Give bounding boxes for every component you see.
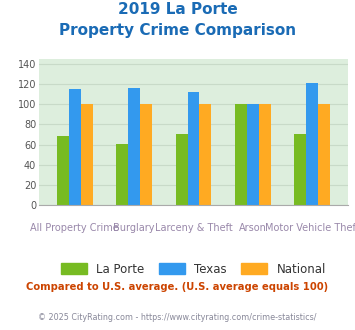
Legend: La Porte, Texas, National: La Porte, Texas, National xyxy=(61,263,326,276)
Bar xyxy=(200,105,211,205)
Bar xyxy=(81,105,93,205)
Bar xyxy=(235,105,247,205)
Bar xyxy=(187,92,200,205)
Text: Larceny & Theft: Larceny & Theft xyxy=(154,223,233,233)
Bar xyxy=(259,105,271,205)
Text: © 2025 CityRating.com - https://www.cityrating.com/crime-statistics/: © 2025 CityRating.com - https://www.city… xyxy=(38,313,317,322)
Text: Burglary: Burglary xyxy=(113,223,155,233)
Text: 2019 La Porte: 2019 La Porte xyxy=(118,2,237,16)
Bar xyxy=(176,134,187,205)
Text: Property Crime Comparison: Property Crime Comparison xyxy=(59,23,296,38)
Text: Arson: Arson xyxy=(239,223,267,233)
Text: Motor Vehicle Theft: Motor Vehicle Theft xyxy=(265,223,355,233)
Text: Compared to U.S. average. (U.S. average equals 100): Compared to U.S. average. (U.S. average … xyxy=(26,282,329,292)
Bar xyxy=(318,105,330,205)
Bar xyxy=(116,144,128,205)
Text: All Property Crime: All Property Crime xyxy=(30,223,119,233)
Bar xyxy=(69,89,81,205)
Bar xyxy=(57,136,69,205)
Bar xyxy=(128,88,140,205)
Bar xyxy=(247,105,259,205)
Bar xyxy=(306,83,318,205)
Bar xyxy=(140,105,152,205)
Bar xyxy=(294,134,306,205)
